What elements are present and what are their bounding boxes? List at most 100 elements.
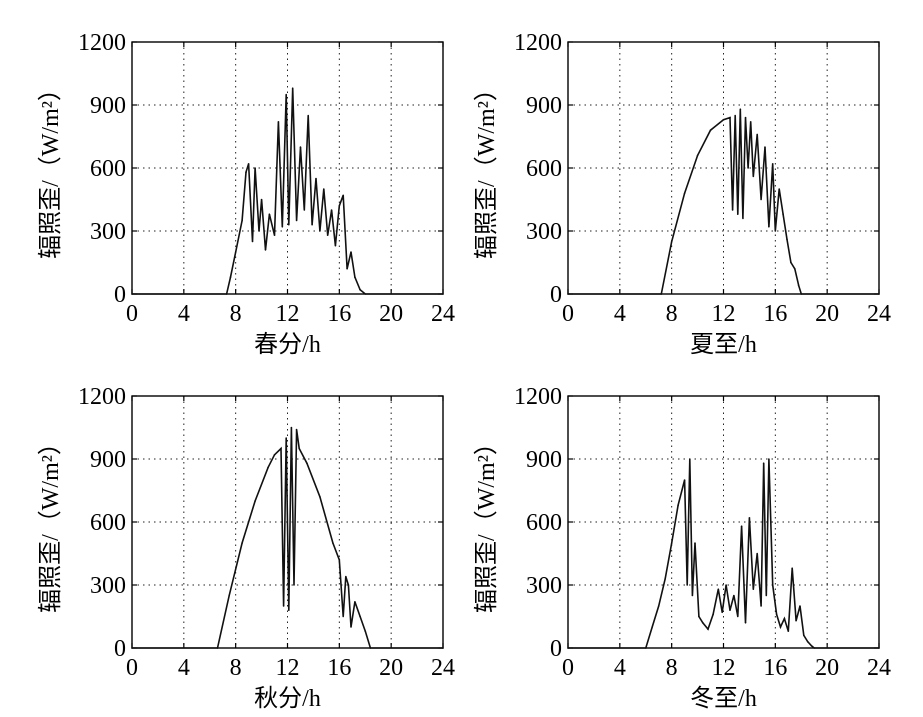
x-tick-label: 0 — [562, 655, 574, 681]
irradiance-data-point — [683, 479, 686, 481]
irradiance-data-point — [764, 146, 766, 148]
irradiance-data-point — [729, 116, 731, 119]
irradiance-data-point — [797, 284, 800, 287]
irradiance-data-point — [748, 517, 751, 519]
irradiance-data-point — [762, 462, 765, 465]
irradiance-data-point — [260, 198, 263, 201]
irradiance-data-point — [342, 615, 345, 618]
irradiance-data-point — [277, 121, 280, 123]
irradiance-data-point — [760, 605, 762, 607]
y-tick-label: 300 — [90, 219, 126, 245]
irradiance-data-point — [295, 219, 298, 222]
irradiance-data-point — [291, 87, 294, 89]
irradiance-data-point — [696, 154, 699, 157]
irradiance-data-point — [254, 500, 256, 502]
irradiance-data-point — [251, 240, 254, 243]
irradiance-data-point — [228, 594, 230, 597]
x-tick-label: 12 — [276, 655, 300, 681]
irradiance-series-line — [132, 427, 443, 649]
irradiance-data-point — [742, 217, 744, 220]
x-tick-label: 16 — [763, 655, 787, 681]
x-tick-label: 0 — [562, 301, 574, 327]
irradiance-data-point — [733, 594, 735, 597]
irradiance-data-point — [338, 205, 341, 207]
y-axis-label: 辐照歪/（W/m²） — [473, 77, 500, 259]
x-tick-label: 20 — [379, 655, 403, 681]
irradiance-data-point — [273, 234, 276, 236]
irradiance-data-point — [354, 601, 356, 603]
irradiance-series-line — [568, 458, 879, 649]
irradiance-data-point — [686, 584, 689, 586]
irradiance-data-point — [287, 223, 290, 226]
x-tick-label: 16 — [327, 655, 351, 681]
x-tick-label: 16 — [763, 301, 787, 327]
irradiance-data-point — [734, 114, 736, 117]
irradiance-data-point — [712, 613, 714, 616]
irradiance-data-point — [698, 615, 700, 618]
x-tick-label: 4 — [178, 301, 190, 327]
irradiance-data-point — [677, 504, 679, 507]
irradiance-data-point — [736, 213, 739, 215]
y-tick-label: 0 — [550, 636, 562, 662]
irradiance-data-point — [273, 454, 276, 456]
irradiance-data-point — [281, 226, 284, 228]
irradiance-data-point — [795, 619, 797, 622]
x-tick-label: 12 — [712, 655, 736, 681]
irradiance-data-point — [332, 542, 334, 544]
irradiance-data-point — [800, 293, 803, 295]
x-tick-label: 24 — [431, 655, 455, 681]
irradiance-data-point — [670, 240, 673, 243]
chart-panel-1: 0 4 8 12 16 20 24 0 300 600 900 1200 春分/h 辐照歪/（W/m²） — [37, 30, 455, 358]
y-axis-label: 辐照歪/（W/m²） — [37, 431, 64, 613]
y-tick-label: 600 — [90, 156, 126, 182]
irradiance-data-point — [307, 114, 310, 117]
y-tick-label: 900 — [526, 447, 562, 473]
irradiance-data-point — [793, 268, 796, 270]
irradiance-data-point — [258, 230, 260, 232]
x-axis-label: 夏至/h — [690, 332, 757, 358]
irradiance-data-point — [299, 146, 302, 148]
y-tick-label: 900 — [90, 93, 126, 119]
irradiance-data-point — [736, 615, 739, 618]
irradiance-data-point — [342, 194, 345, 197]
irradiance-data-point — [442, 647, 444, 649]
irradiance-data-point — [346, 268, 348, 270]
irradiance-data-point — [782, 213, 784, 215]
irradiance-data-point — [721, 611, 724, 614]
irradiance-data-point — [722, 118, 725, 121]
irradiance-data-point — [691, 594, 694, 597]
irradiance-data-point — [241, 542, 243, 544]
irradiance-data-point — [790, 261, 792, 264]
x-tick-label: 12 — [276, 301, 300, 327]
x-tick-label: 20 — [379, 301, 403, 327]
y-tick-label: 300 — [90, 573, 126, 599]
irradiance-data-point — [364, 630, 367, 632]
x-tick-label: 24 — [867, 301, 891, 327]
irradiance-data-point — [813, 647, 816, 649]
irradiance-data-point — [347, 584, 350, 586]
irradiance-data-point — [651, 626, 654, 628]
irradiance-data-point — [359, 289, 361, 291]
irradiance-data-point — [322, 188, 325, 190]
irradiance-data-point — [799, 605, 801, 607]
irradiance-data-point — [717, 588, 720, 590]
irradiance-data-point — [287, 609, 290, 611]
y-tick-label: 1200 — [514, 384, 562, 410]
irradiance-data-point — [787, 630, 790, 632]
irradiance-data-point — [295, 428, 298, 431]
irradiance-data-point — [701, 622, 704, 624]
y-tick-label: 1200 — [78, 384, 126, 410]
irradiance-series-line — [132, 88, 443, 295]
irradiance-data-point — [267, 466, 269, 469]
irradiance-data-point — [744, 622, 747, 624]
y-tick-label: 0 — [114, 282, 126, 308]
y-tick-label: 0 — [550, 282, 562, 308]
x-tick-label: 24 — [867, 655, 891, 681]
irradiance-data-point — [731, 209, 734, 211]
irradiance-data-point — [689, 458, 691, 460]
irradiance-data-point — [740, 525, 743, 527]
x-tick-label: 4 — [614, 301, 626, 327]
irradiance-data-point — [749, 121, 752, 123]
irradiance-data-point — [774, 230, 777, 232]
